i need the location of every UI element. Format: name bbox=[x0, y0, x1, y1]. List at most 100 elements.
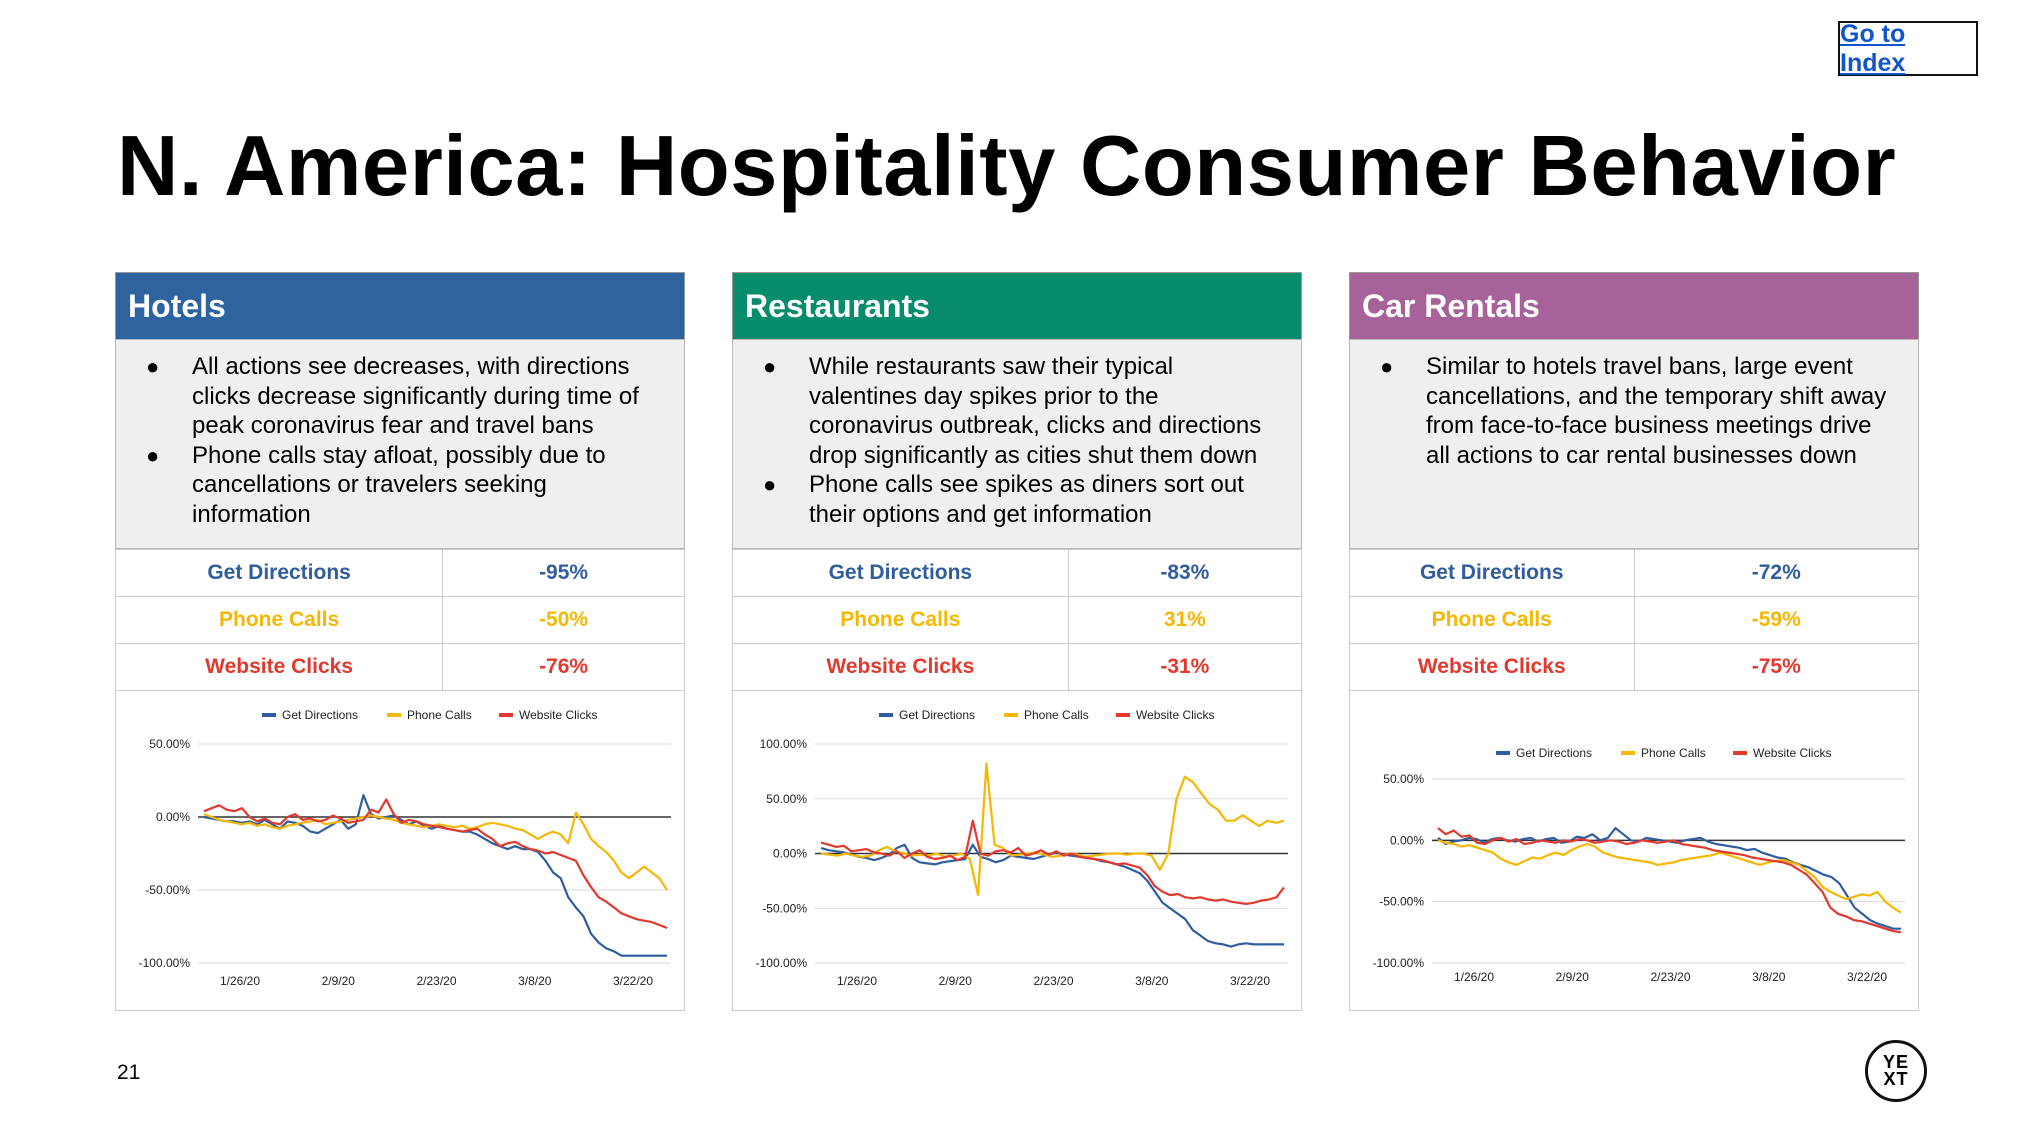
x-tick-label: 2/9/20 bbox=[939, 974, 973, 988]
metric-label-clicks: Website Clicks bbox=[1349, 643, 1635, 691]
x-tick-label: 2/9/20 bbox=[322, 974, 356, 988]
x-tick-label: 3/8/20 bbox=[1135, 974, 1169, 988]
table-row: Phone Calls 31% bbox=[732, 596, 1303, 644]
bullet-item: ● Phone calls stay afloat, possibly due t… bbox=[140, 441, 660, 530]
bullet-icon: ● bbox=[146, 354, 160, 379]
metric-label-directions: Get Directions bbox=[732, 549, 1069, 597]
legend-label: Website Clicks bbox=[1753, 746, 1831, 760]
y-tick-label: -50.00% bbox=[762, 901, 807, 915]
metric-label-calls: Phone Calls bbox=[114, 596, 444, 644]
legend-label: Get Directions bbox=[282, 708, 358, 722]
series-line-phone-calls bbox=[203, 811, 668, 891]
chart-hotels: 50.00% 0.00% -50.00% -100.00% 1/26/20 2/9/20 2… bbox=[139, 708, 671, 988]
panel-restaurants-summary: ● While restaurants saw their typical val… bbox=[732, 339, 1302, 549]
table-row: Get Directions -83% bbox=[732, 549, 1303, 597]
page-number: 21 bbox=[117, 1061, 141, 1084]
series-line-get-directions bbox=[1437, 827, 1901, 930]
bullet-icon: ● bbox=[1380, 354, 1394, 379]
x-tick-label: 2/23/20 bbox=[1650, 970, 1690, 984]
y-tick-label: 50.00% bbox=[1383, 772, 1424, 786]
bullet-text: Phone calls stay afloat, possibly due to… bbox=[192, 441, 606, 528]
metric-label-calls: Phone Calls bbox=[1349, 596, 1635, 644]
x-tick-label: 3/22/20 bbox=[613, 974, 653, 988]
bullet-text: While restaurants saw their typical vale… bbox=[809, 353, 1262, 469]
chart-hotels-container: 50.00% 0.00% -50.00% -100.00% 1/26/20 2/9/20 2… bbox=[115, 691, 685, 1011]
x-tick-label: 1/26/20 bbox=[1454, 970, 1494, 984]
metric-value-clicks: -75% bbox=[1633, 643, 1919, 691]
y-tick-label: 0.00% bbox=[1390, 833, 1424, 847]
logo-text-bottom: XT bbox=[1883, 1069, 1909, 1089]
y-tick-label: -100.00% bbox=[1373, 956, 1425, 970]
x-tick-label: 2/23/20 bbox=[1033, 974, 1073, 988]
panel-car-rentals-summary: ● Similar to hotels travel bans, large ev… bbox=[1349, 339, 1919, 549]
bullet-text: Similar to hotels travel bans, large eve… bbox=[1426, 353, 1887, 469]
table-row: Website Clicks -76% bbox=[114, 643, 685, 691]
series-line-phone-calls bbox=[820, 762, 1285, 897]
x-tick-label: 3/22/20 bbox=[1230, 974, 1270, 988]
y-tick-label: 0.00% bbox=[773, 847, 807, 861]
metric-value-calls: 31% bbox=[1067, 596, 1303, 644]
series-line-website-clicks bbox=[1437, 827, 1902, 934]
bullet-icon: ● bbox=[763, 354, 777, 379]
panel-hotels-summary: ● All actions see decreases, with directi… bbox=[115, 339, 685, 549]
y-tick-label: -100.00% bbox=[139, 956, 191, 970]
y-tick-label: 50.00% bbox=[766, 792, 807, 806]
x-tick-label: 3/22/20 bbox=[1847, 970, 1887, 984]
bullet-item: ● While restaurants saw their typical val… bbox=[757, 352, 1277, 470]
legend-label: Phone Calls bbox=[1024, 708, 1089, 722]
legend-label: Website Clicks bbox=[1136, 708, 1214, 722]
panel-hotels-metrics-table: Get Directions -95% Phone Calls -50% Web… bbox=[114, 549, 685, 691]
x-tick-label: 2/23/20 bbox=[416, 974, 456, 988]
x-tick-label: 2/9/20 bbox=[1556, 970, 1590, 984]
bullet-icon: ● bbox=[763, 472, 777, 497]
series-line-website-clicks bbox=[820, 819, 1285, 905]
bullet-item: ● Phone calls see spikes as diners sort o… bbox=[757, 470, 1277, 529]
bullet-text: Phone calls see spikes as diners sort ou… bbox=[809, 471, 1244, 528]
metric-value-calls: -50% bbox=[442, 596, 685, 644]
series-line-website-clicks bbox=[203, 798, 668, 930]
panel-hotels-header: Hotels bbox=[115, 272, 685, 339]
series-line-get-directions bbox=[203, 793, 667, 957]
metric-label-directions: Get Directions bbox=[114, 549, 444, 597]
logo-text-top: YE bbox=[1882, 1052, 1909, 1072]
chart-restaurants: 100.00% 50.00% 0.00% -50.00% -100.00% 1/26/20… bbox=[756, 708, 1288, 988]
panel-restaurants: Restaurants ● While restaurants saw their… bbox=[732, 272, 1303, 1011]
legend-label: Website Clicks bbox=[519, 708, 597, 722]
go-to-index-link[interactable]: Go to Index bbox=[1838, 20, 1978, 77]
panel-car-rentals-header: Car Rentals bbox=[1349, 272, 1919, 339]
metric-label-clicks: Website Clicks bbox=[114, 643, 444, 691]
page-title: N. America: Hospitality Consumer Behavio… bbox=[117, 119, 1897, 214]
bullet-item: ● Similar to hotels travel bans, large ev… bbox=[1374, 352, 1894, 470]
bullet-item: ● All actions see decreases, with directi… bbox=[140, 352, 660, 441]
metric-value-directions: -72% bbox=[1633, 549, 1919, 597]
metric-value-directions: -95% bbox=[442, 549, 685, 597]
legend-label: Phone Calls bbox=[407, 708, 472, 722]
table-row: Get Directions -95% bbox=[114, 549, 685, 597]
y-tick-label: 100.00% bbox=[760, 737, 808, 751]
table-row: Get Directions -72% bbox=[1349, 549, 1919, 597]
x-tick-label: 3/8/20 bbox=[1752, 970, 1786, 984]
table-row: Website Clicks -75% bbox=[1349, 643, 1919, 691]
chart-restaurants-container: 100.00% 50.00% 0.00% -50.00% -100.00% 1/26/20… bbox=[732, 691, 1302, 1011]
metric-label-calls: Phone Calls bbox=[732, 596, 1069, 644]
panel-car-rentals-metrics-table: Get Directions -72% Phone Calls -59% Web… bbox=[1349, 549, 1919, 691]
x-tick-label: 1/26/20 bbox=[220, 974, 260, 988]
table-row: Website Clicks -31% bbox=[732, 643, 1303, 691]
metric-label-directions: Get Directions bbox=[1349, 549, 1635, 597]
y-tick-label: -50.00% bbox=[1379, 895, 1424, 909]
bullet-text: All actions see decreases, with directio… bbox=[192, 353, 639, 439]
panel-hotels: Hotels ● All actions see decreases, with … bbox=[114, 272, 685, 1011]
chart-car-rentals: 50.00% 0.00% -50.00% -100.00% 1/26/20 2/9/20 2… bbox=[1373, 746, 1905, 984]
metric-value-clicks: -31% bbox=[1067, 643, 1303, 691]
table-row: Phone Calls -50% bbox=[114, 596, 685, 644]
x-tick-label: 1/26/20 bbox=[837, 974, 877, 988]
chart-car-rentals-container: 50.00% 0.00% -50.00% -100.00% 1/26/20 2/9/20 2… bbox=[1349, 691, 1919, 1011]
panel-car-rentals: Car Rentals ● Similar to hotels travel ba… bbox=[1349, 272, 1919, 1011]
panel-restaurants-metrics-table: Get Directions -83% Phone Calls 31% Webs… bbox=[732, 549, 1303, 691]
legend-label: Get Directions bbox=[899, 708, 975, 722]
y-tick-label: -50.00% bbox=[145, 883, 190, 897]
y-tick-label: -100.00% bbox=[756, 956, 808, 970]
metric-value-calls: -59% bbox=[1633, 596, 1919, 644]
table-row: Phone Calls -59% bbox=[1349, 596, 1919, 644]
panel-restaurants-header: Restaurants bbox=[732, 272, 1302, 339]
